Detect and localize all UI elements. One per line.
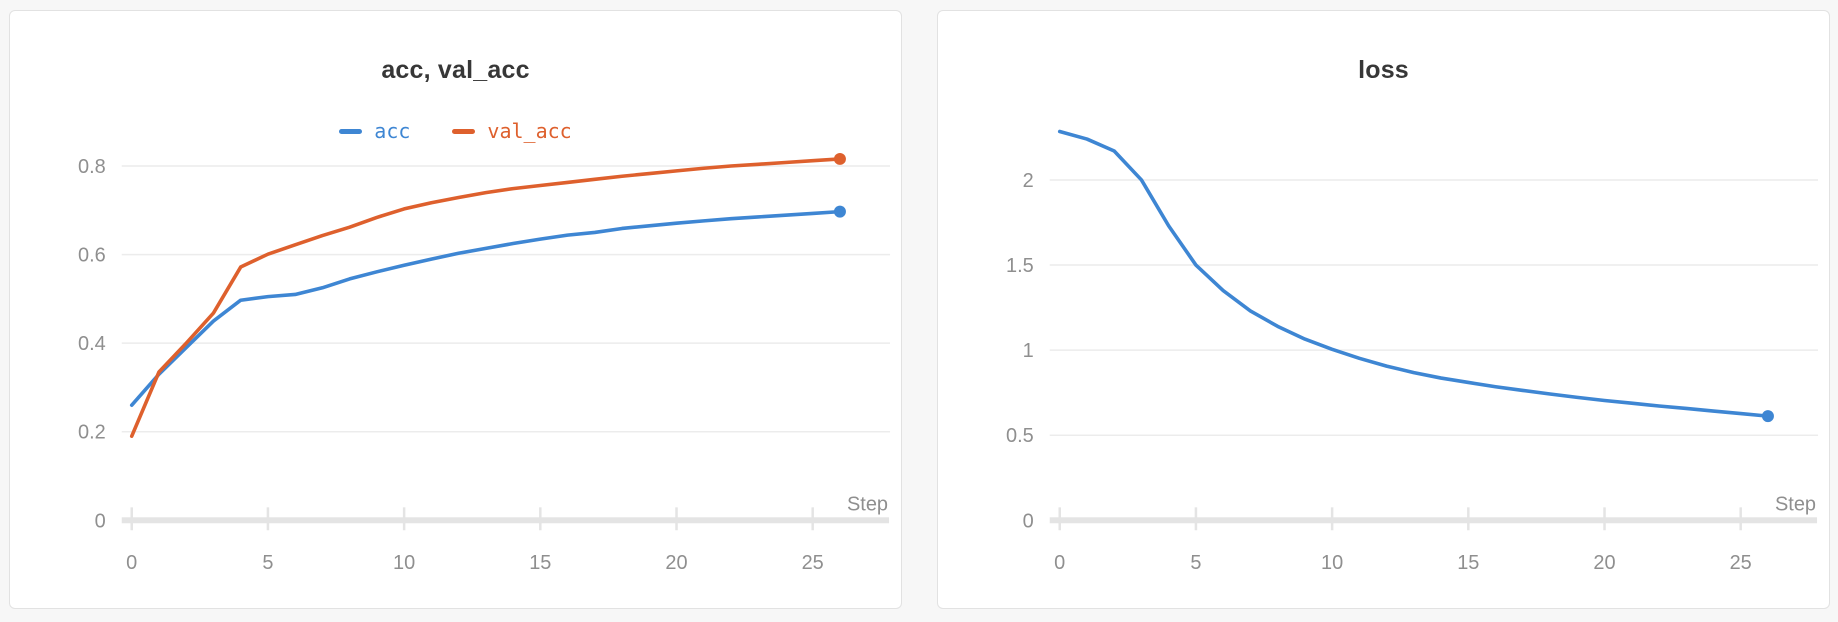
legend-label-val_acc: val_acc <box>487 119 572 143</box>
y-tick-label: 0.6 <box>78 245 106 267</box>
chart-title: loss <box>1358 56 1409 84</box>
x-axis-title: Step <box>847 493 888 515</box>
legend-swatch-acc <box>339 128 363 134</box>
x-tick-label: 20 <box>665 552 687 574</box>
y-tick-label: 1 <box>1023 340 1034 362</box>
x-tick-label: 25 <box>802 552 824 574</box>
x-axis-line <box>121 517 890 524</box>
x-tick-label: 10 <box>393 552 415 574</box>
series-end-marker-loss <box>1761 410 1774 423</box>
series-line-acc <box>129 209 842 407</box>
y-tick-label: 0 <box>95 510 106 532</box>
y-tick-label: 0.8 <box>78 156 106 178</box>
y-tick-label: 0 <box>1023 510 1034 532</box>
x-tick-label: 5 <box>262 552 273 574</box>
x-tick-label: 15 <box>1457 552 1479 574</box>
x-tick-label: 0 <box>126 552 137 574</box>
x-axis-title: Step <box>1775 493 1816 515</box>
x-tick-label: 10 <box>1321 552 1343 574</box>
y-tick-label: 0.2 <box>78 422 106 444</box>
series-line-val_acc <box>129 157 842 438</box>
series-end-marker-val_acc <box>833 152 846 165</box>
series-line-loss <box>1057 129 1770 418</box>
line-chart-loss[interactable]: 2 1.5 1 0.5 00 5 10 15 20 25 Step <box>938 11 1829 608</box>
chart-panel-acc-val-acc[interactable]: acc, val_acc acc val_acc 0.8 0.6 0.4 0.2 0 0 5 1… <box>9 10 902 609</box>
legend-item-acc: acc <box>339 121 410 141</box>
legend-swatch-val_acc <box>452 128 476 134</box>
x-tick-label: 0 <box>1054 552 1065 574</box>
y-tick-label: 2 <box>1023 170 1034 192</box>
legend-item-val_acc: val_acc <box>452 119 572 143</box>
chart-title: acc, val_acc <box>381 56 530 84</box>
x-axis-line <box>1049 517 1818 524</box>
legend-label-acc: acc <box>374 119 411 143</box>
x-tick-label: 5 <box>1190 552 1201 574</box>
line-chart-acc-val-acc[interactable]: 0.8 0.6 0.4 0.2 00 5 10 15 20 25 Step <box>10 11 901 608</box>
chart-legend: acc val_acc <box>10 121 901 141</box>
y-tick-label: 0.5 <box>1006 425 1034 447</box>
y-gridlines <box>121 165 891 433</box>
x-tick-label: 15 <box>529 552 551 574</box>
y-tick-label: 1.5 <box>1006 255 1034 277</box>
chart-panel-loss[interactable]: loss 2 1.5 1 0.5 0 0 5 10 15 20 25 Step <box>937 10 1830 609</box>
x-tick-label: 25 <box>1730 552 1752 574</box>
x-tick-label: 20 <box>1593 552 1615 574</box>
series-end-marker-acc <box>833 205 846 218</box>
y-gridlines <box>1049 179 1819 436</box>
y-tick-label: 0.4 <box>78 333 106 355</box>
